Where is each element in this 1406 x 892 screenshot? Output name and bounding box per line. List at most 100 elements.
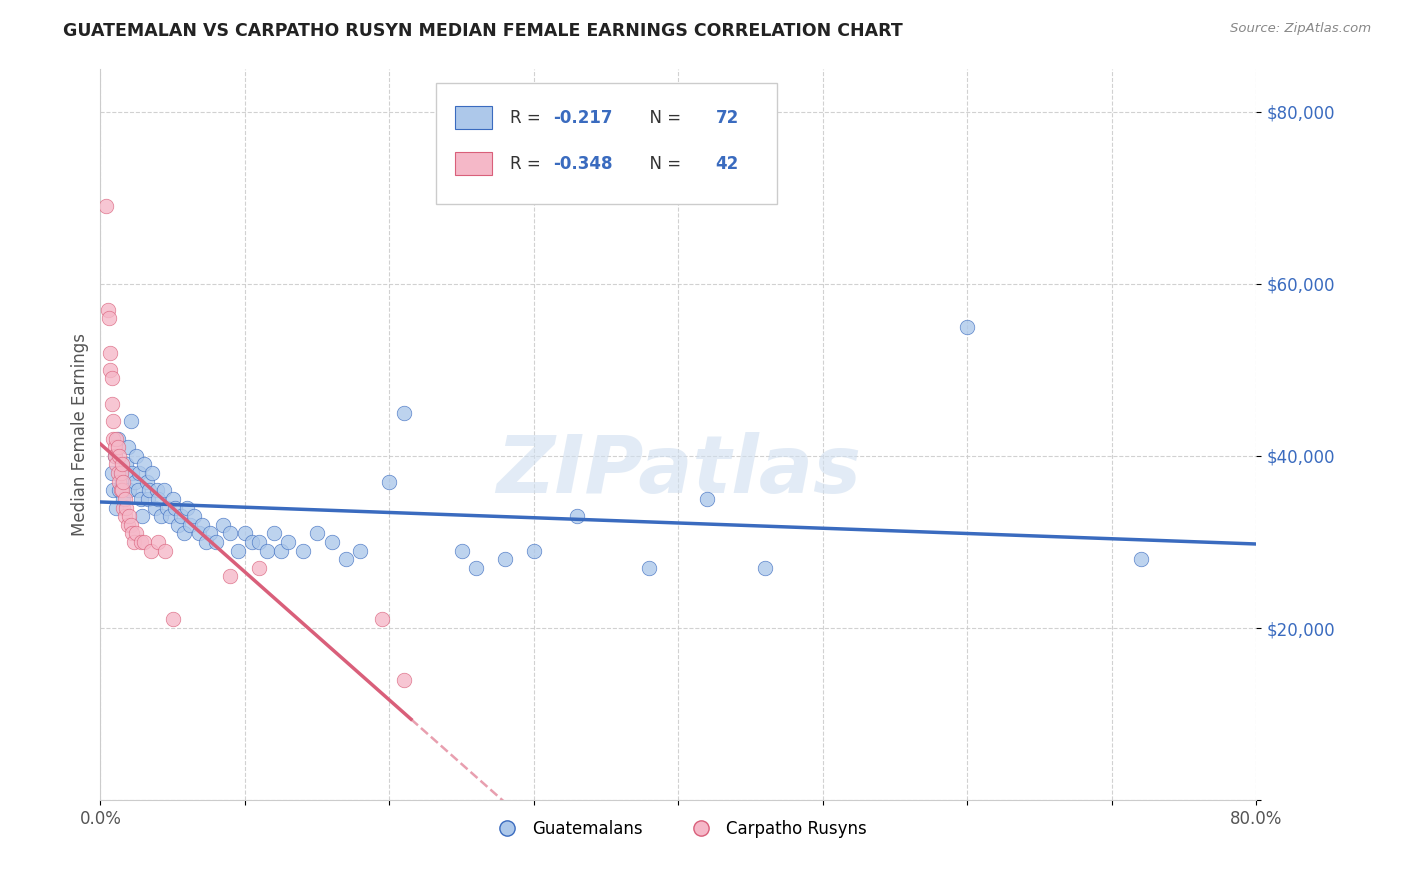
Point <box>105 432 128 446</box>
Point <box>263 526 285 541</box>
Point <box>349 543 371 558</box>
Point <box>190 517 212 532</box>
Point <box>450 543 472 558</box>
Point <box>176 500 198 515</box>
Text: N =: N = <box>640 154 686 173</box>
Point <box>121 466 143 480</box>
Point <box>198 526 221 541</box>
Point <box>145 483 167 498</box>
Point <box>94 199 117 213</box>
Point <box>100 363 122 377</box>
Text: -0.217: -0.217 <box>554 109 613 127</box>
Point <box>103 432 125 446</box>
Point <box>135 475 157 489</box>
Point <box>114 491 136 506</box>
Point <box>120 517 142 532</box>
Point <box>111 475 134 489</box>
Point <box>111 483 134 498</box>
Point <box>125 449 148 463</box>
Point <box>141 466 163 480</box>
Point <box>321 535 343 549</box>
Point <box>121 526 143 541</box>
Point <box>136 491 159 506</box>
Point <box>107 466 129 480</box>
Point <box>117 517 139 532</box>
Point <box>194 535 217 549</box>
Point <box>100 345 122 359</box>
FancyBboxPatch shape <box>436 83 776 204</box>
Point <box>122 535 145 549</box>
Point <box>129 491 152 506</box>
Point <box>108 449 131 463</box>
Point <box>107 432 129 446</box>
Point <box>101 371 124 385</box>
Point <box>114 509 136 524</box>
Text: 42: 42 <box>716 154 738 173</box>
Point <box>167 517 190 532</box>
Point <box>205 535 228 549</box>
Point <box>956 319 979 334</box>
Point <box>112 475 135 489</box>
Point <box>150 509 173 524</box>
Legend: Guatemalans, Carpatho Rusyns: Guatemalans, Carpatho Rusyns <box>484 814 873 845</box>
Point <box>143 500 166 515</box>
Point <box>170 509 193 524</box>
Point <box>139 543 162 558</box>
Point <box>128 466 150 480</box>
Point <box>307 526 329 541</box>
Point <box>138 483 160 498</box>
Point <box>335 552 357 566</box>
Point <box>120 414 142 428</box>
Point <box>146 535 169 549</box>
Point <box>240 535 263 549</box>
Point <box>132 458 155 472</box>
Point <box>129 535 152 549</box>
Point <box>378 475 401 489</box>
Point <box>277 535 299 549</box>
Point <box>465 561 488 575</box>
Point <box>226 543 249 558</box>
Point <box>392 673 415 687</box>
Point <box>165 500 187 515</box>
Point <box>103 483 125 498</box>
Point <box>156 500 179 515</box>
Point <box>247 561 270 575</box>
Point <box>127 483 149 498</box>
Point <box>110 466 132 480</box>
Point <box>146 491 169 506</box>
Point <box>110 466 132 480</box>
Point <box>1129 552 1152 566</box>
Text: GUATEMALAN VS CARPATHO RUSYN MEDIAN FEMALE EARNINGS CORRELATION CHART: GUATEMALAN VS CARPATHO RUSYN MEDIAN FEMA… <box>63 22 903 40</box>
Point <box>111 458 134 472</box>
Point <box>212 517 235 532</box>
Point <box>567 509 589 524</box>
Point <box>256 543 278 558</box>
Text: -0.348: -0.348 <box>554 154 613 173</box>
Point <box>219 569 242 583</box>
Point <box>179 517 201 532</box>
Point <box>638 561 661 575</box>
Point <box>104 440 127 454</box>
Point <box>112 500 135 515</box>
Point <box>104 449 127 463</box>
Point <box>117 440 139 454</box>
Text: ZIPatlas: ZIPatlas <box>496 432 860 510</box>
Point <box>112 491 135 506</box>
Point <box>118 509 141 524</box>
Text: R =: R = <box>509 154 546 173</box>
Point <box>494 552 516 566</box>
Point <box>103 414 125 428</box>
Point <box>131 509 153 524</box>
Point <box>155 543 177 558</box>
Point <box>247 535 270 549</box>
Point <box>187 526 209 541</box>
Point <box>173 526 195 541</box>
Point <box>696 491 718 506</box>
Point <box>371 612 394 626</box>
Point <box>108 475 131 489</box>
Point <box>105 500 128 515</box>
Point <box>392 406 415 420</box>
Point <box>115 458 138 472</box>
Point <box>219 526 242 541</box>
Y-axis label: Median Female Earnings: Median Female Earnings <box>72 333 89 536</box>
